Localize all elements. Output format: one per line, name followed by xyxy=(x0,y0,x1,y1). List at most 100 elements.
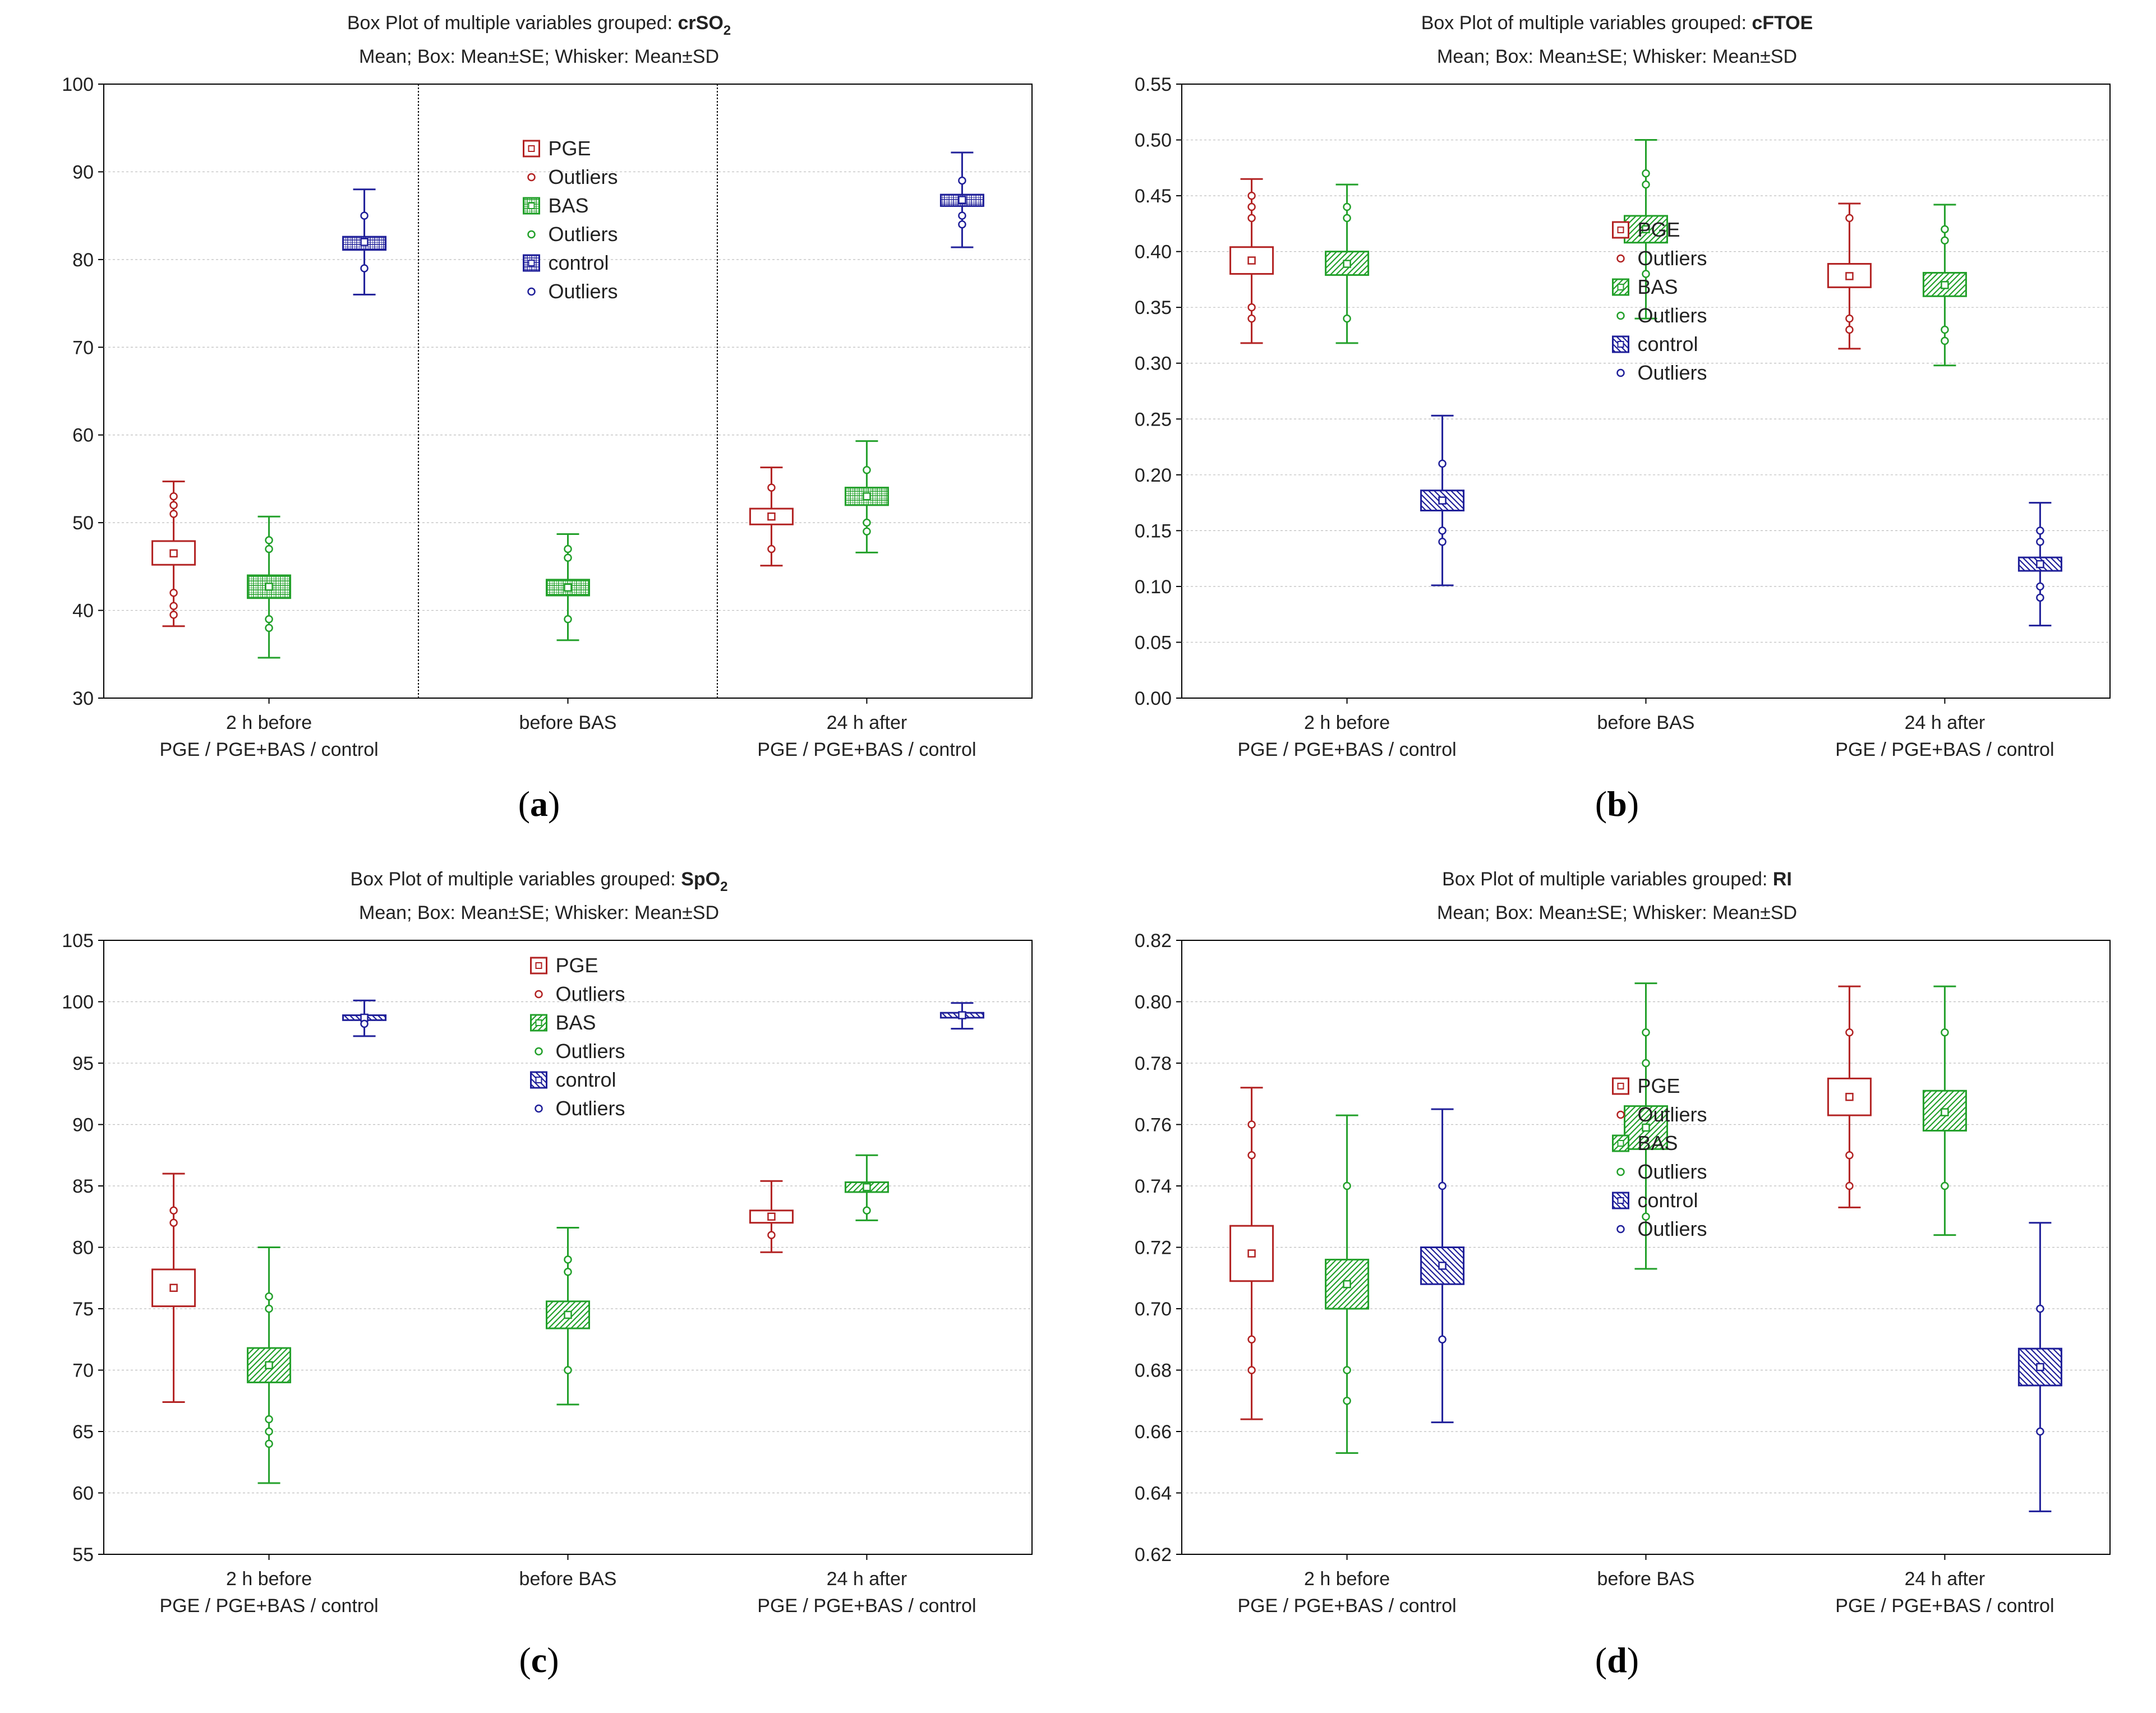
outlier-point xyxy=(169,611,178,619)
chart-subtitle: Mean; Box: Mean±SE; Whisker: Mean±SD xyxy=(1437,46,1797,67)
mean-marker xyxy=(1642,1123,1650,1132)
mean-marker xyxy=(1343,1280,1351,1289)
outlier-point xyxy=(564,1268,572,1276)
outlier-point xyxy=(1845,1181,1854,1190)
outlier-point xyxy=(1247,303,1256,312)
outlier-point xyxy=(1438,459,1446,468)
category-label-line1: 24 h after xyxy=(827,1568,907,1590)
legend-outlier-symbol xyxy=(527,230,536,239)
box-pge xyxy=(1827,985,1872,1208)
category-label-line1: before BAS xyxy=(519,712,617,733)
outlier-point xyxy=(1941,325,1949,334)
y-tick-label: 65 xyxy=(72,1421,94,1443)
box-bas xyxy=(1624,982,1668,1270)
box-pge xyxy=(1827,202,1872,350)
y-tick-label: 30 xyxy=(72,688,94,709)
box-pge xyxy=(1229,178,1274,344)
y-tick-label: 60 xyxy=(72,1483,94,1504)
outlier-point xyxy=(1247,214,1256,223)
outlier-point xyxy=(1247,1151,1256,1160)
outlier-point xyxy=(169,1218,178,1227)
y-tick-label: 0.40 xyxy=(1135,242,1172,263)
y-tick-label: 95 xyxy=(72,1053,94,1074)
outlier-point xyxy=(360,211,368,220)
mean-marker xyxy=(767,1212,776,1221)
panel-a: Box Plot of multiple variables grouped: … xyxy=(0,0,1078,856)
outlier-point xyxy=(1845,1151,1854,1160)
chart-subtitle: Mean; Box: Mean±SE; Whisker: Mean±SD xyxy=(359,902,719,924)
box-control xyxy=(1420,414,1465,587)
y-tick-label: 55 xyxy=(72,1544,94,1566)
outlier-point xyxy=(564,1366,572,1374)
mean-marker xyxy=(2036,560,2044,569)
category-label-line2: PGE / PGE+BAS / control xyxy=(159,739,378,760)
legend-outlier-symbol xyxy=(535,1104,543,1113)
y-tick-label: 80 xyxy=(72,250,94,271)
panel-b: Box Plot of multiple variables grouped: … xyxy=(1078,0,2156,856)
se-box xyxy=(151,540,196,566)
y-tick-label: 0.72 xyxy=(1135,1238,1172,1259)
outlier-point xyxy=(265,1439,273,1448)
category-label-line2: PGE / PGE+BAS / control xyxy=(757,1595,976,1617)
box-bas xyxy=(247,515,292,659)
legend-outlier-symbol xyxy=(1616,1167,1625,1176)
category-label-line1: 24 h after xyxy=(1905,712,1985,733)
box-control xyxy=(342,188,387,295)
y-tick-label: 90 xyxy=(72,1115,94,1136)
legend-mean-symbol xyxy=(528,260,535,266)
outlier-point xyxy=(265,1292,273,1301)
outlier-point xyxy=(767,483,776,492)
y-tick-label: 70 xyxy=(72,337,94,358)
outlier-point xyxy=(265,624,273,632)
chart-b: Box Plot of multiple variables grouped: … xyxy=(1135,12,2111,824)
box-bas xyxy=(247,1246,292,1484)
box-bas xyxy=(1325,183,1370,344)
outlier-point xyxy=(1343,1397,1351,1405)
legend-mean-symbol xyxy=(535,962,542,969)
outlier-point xyxy=(1438,1335,1446,1343)
legend-mean-symbol xyxy=(528,145,535,152)
y-tick-label: 100 xyxy=(62,74,94,95)
legend-label: control xyxy=(1638,333,1698,355)
outlier-point xyxy=(169,589,178,597)
legend-mean-symbol xyxy=(1617,1197,1624,1204)
panel-caption: (c) xyxy=(519,1640,559,1680)
legend-outlier-symbol xyxy=(1616,368,1625,377)
legend-mean-symbol xyxy=(535,1077,542,1083)
y-tick-label: 50 xyxy=(72,512,94,534)
outlier-point xyxy=(2036,1427,2044,1436)
legend: PGE Outliers BAS Outliers control Outliers xyxy=(523,137,618,303)
category-label-line1: before BAS xyxy=(1597,1568,1695,1590)
legend-mean-symbol xyxy=(528,202,535,209)
legend-label: Outliers xyxy=(556,1097,625,1120)
outlier-point xyxy=(1941,1181,1949,1190)
y-tick-label: 0.78 xyxy=(1135,1053,1172,1074)
mean-marker xyxy=(564,1310,572,1319)
outlier-point xyxy=(1343,1366,1351,1374)
mean-marker xyxy=(1343,260,1351,268)
y-tick-label: 0.30 xyxy=(1135,353,1172,375)
outlier-point xyxy=(863,466,871,474)
category-label-line1: 2 h before xyxy=(1304,1568,1390,1590)
legend-outlier-symbol xyxy=(527,173,536,182)
mean-marker xyxy=(1438,496,1446,505)
mean-marker xyxy=(265,1361,273,1369)
legend-outlier-symbol xyxy=(535,1047,543,1056)
chart-a: Box Plot of multiple variables grouped: … xyxy=(62,12,1033,824)
category-label-line2: PGE / PGE+BAS / control xyxy=(1237,1595,1456,1617)
legend-label: Outliers xyxy=(1638,361,1707,384)
box-bas xyxy=(546,533,590,641)
outlier-point xyxy=(1642,1212,1650,1221)
y-tick-label: 0.70 xyxy=(1135,1299,1172,1320)
legend-outlier-symbol xyxy=(1616,311,1625,320)
legend-label: PGE xyxy=(1638,1074,1680,1097)
chart-subtitle: Mean; Box: Mean±SE; Whisker: Mean±SD xyxy=(359,46,719,67)
outlier-point xyxy=(265,1427,273,1436)
outlier-point xyxy=(1642,169,1650,178)
category-label-line1: 2 h before xyxy=(226,712,312,733)
mean-marker xyxy=(863,492,871,501)
category-label-line1: 2 h before xyxy=(1304,712,1390,733)
outlier-point xyxy=(1642,180,1650,189)
y-tick-label: 0.64 xyxy=(1135,1483,1172,1504)
panel-c: Box Plot of multiple variables grouped: … xyxy=(0,856,1078,1712)
